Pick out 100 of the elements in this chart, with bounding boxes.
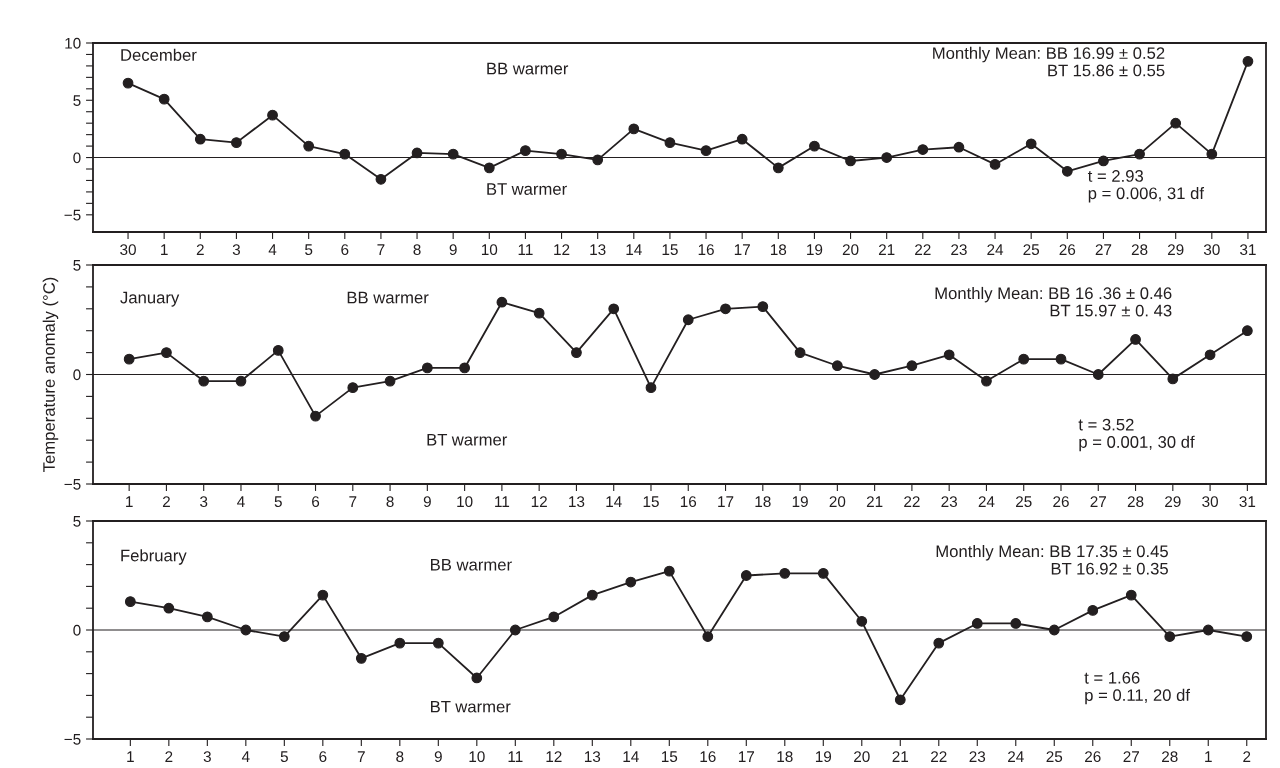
x-tick-label: 24 — [1008, 751, 1024, 762]
annotation: Monthly Mean: BB 16.99 ± 0.52 BT 15.86 ± 0.55 — [933, 46, 1165, 77]
annotation: Monthly Mean: BB 17.35 ± 0.45 BT 16.92 ± 0.35 — [936, 544, 1168, 575]
annotation: January — [120, 291, 180, 307]
x-tick-label: 24 — [978, 496, 995, 507]
y-tick-label: −5 — [64, 479, 81, 490]
x-tick-label: 30 — [1203, 244, 1220, 256]
x-tick-label: 2 — [1243, 751, 1251, 762]
y-tick-label: −5 — [64, 209, 81, 221]
x-tick-label: 25 — [1015, 496, 1032, 508]
x-tick-label: 10 — [457, 496, 473, 508]
annotation: February — [121, 549, 187, 565]
x-tick-label: 27 — [1123, 751, 1139, 762]
x-tick-label: 29 — [1165, 496, 1181, 508]
annotation: BB warmer — [431, 558, 512, 571]
x-tick-label: 13 — [590, 244, 606, 256]
x-tick-label: 26 — [1053, 496, 1069, 508]
x-tick-label: 28 — [1127, 496, 1144, 508]
x-tick-label: 12 — [554, 244, 570, 255]
x-tick-label: 20 — [829, 496, 846, 508]
annotation: t = 1.66 p = 0.11, 20 df — [1084, 671, 1191, 705]
x-tick-label: 23 — [951, 244, 967, 256]
x-tick-label: 19 — [807, 244, 823, 256]
x-tick-label: 31 — [1240, 244, 1256, 256]
x-tick-label: 15 — [661, 751, 678, 763]
x-tick-label: 12 — [546, 751, 562, 762]
annotation: BB warmer — [347, 291, 429, 304]
x-tick-label: 7 — [357, 751, 365, 762]
x-tick-label: 9 — [434, 751, 442, 763]
x-tick-label: 2 — [165, 751, 173, 762]
y-tick-label: 5 — [73, 260, 81, 271]
x-tick-label: 18 — [755, 496, 771, 508]
annotation: t = 2.93 p = 0.006, 31 df — [1087, 170, 1205, 203]
x-tick-label: 11 — [495, 496, 510, 507]
x-tick-label: 15 — [643, 496, 659, 508]
x-tick-label: 26 — [1059, 244, 1076, 256]
y-tick-label: 10 — [65, 37, 81, 49]
x-tick-label: 4 — [237, 496, 245, 507]
x-tick-label: 9 — [423, 496, 431, 508]
x-tick-label: 21 — [878, 244, 895, 255]
x-tick-label: 8 — [396, 751, 404, 763]
x-tick-label: 25 — [1023, 244, 1040, 256]
x-tick-label: 17 — [718, 496, 734, 507]
x-tick-label: 6 — [312, 496, 320, 508]
x-tick-label: 13 — [569, 496, 585, 508]
x-tick-label: 15 — [662, 244, 678, 256]
x-tick-label: 9 — [449, 244, 457, 256]
x-tick-label: 11 — [518, 244, 533, 255]
x-tick-label: 31 — [1239, 496, 1256, 508]
x-tick-label: 23 — [941, 496, 957, 508]
x-tick-label: 12 — [531, 496, 547, 507]
x-tick-label: 2 — [196, 244, 204, 255]
x-tick-label: 6 — [341, 244, 349, 256]
x-tick-label: 16 — [698, 244, 714, 256]
x-tick-label: 20 — [842, 244, 859, 256]
x-tick-label: 5 — [280, 751, 288, 763]
x-tick-label: 1 — [127, 751, 134, 762]
x-tick-label: 14 — [626, 244, 642, 255]
x-tick-label: 21 — [866, 496, 883, 507]
x-tick-label: 1 — [1205, 751, 1212, 762]
x-tick-label: 10 — [469, 751, 485, 763]
x-tick-label: 20 — [854, 751, 870, 763]
x-tick-label: 3 — [200, 496, 208, 508]
x-tick-label: 3 — [232, 244, 240, 256]
x-tick-label: 18 — [777, 751, 793, 763]
x-tick-label: 19 — [815, 751, 832, 763]
x-tick-label: 17 — [738, 751, 755, 762]
x-tick-label: 7 — [349, 496, 357, 507]
x-tick-label: 6 — [319, 751, 327, 763]
x-tick-label: 25 — [1046, 751, 1063, 763]
x-tick-label: 10 — [481, 244, 498, 256]
x-tick-label: 27 — [1095, 244, 1112, 255]
y-tick-label: 0 — [73, 624, 81, 636]
x-tick-label: 18 — [770, 244, 787, 256]
y-tick-label: 0 — [73, 369, 81, 381]
x-tick-label: 30 — [1202, 496, 1218, 508]
y-tick-label: −5 — [64, 734, 81, 745]
x-tick-label: 21 — [892, 751, 909, 762]
x-tick-label: 1 — [161, 244, 168, 255]
x-tick-label: 3 — [203, 751, 211, 763]
x-tick-label: 4 — [241, 751, 250, 762]
x-tick-label: 29 — [1167, 244, 1184, 256]
x-tick-label: 7 — [377, 244, 385, 255]
x-tick-label: 5 — [274, 496, 282, 508]
x-tick-label: 16 — [700, 751, 716, 763]
annotation: BB warmer — [487, 62, 569, 75]
x-tick-label: 14 — [606, 496, 622, 507]
x-tick-label: 22 — [931, 751, 947, 762]
x-tick-label: 8 — [386, 496, 394, 508]
x-tick-label: 11 — [508, 751, 523, 762]
x-tick-label: 4 — [268, 244, 277, 255]
annotation: December — [121, 48, 197, 61]
x-tick-label: 28 — [1162, 751, 1178, 763]
y-axis-title: Temperature anomaly (°C) — [42, 277, 59, 472]
x-tick-label: 1 — [126, 496, 133, 507]
x-tick-label: 16 — [680, 496, 697, 508]
x-tick-label: 23 — [969, 751, 986, 763]
annotation: BT warmer — [431, 700, 511, 713]
x-tick-label: 24 — [987, 244, 1004, 255]
y-tick-label: 0 — [73, 152, 81, 164]
